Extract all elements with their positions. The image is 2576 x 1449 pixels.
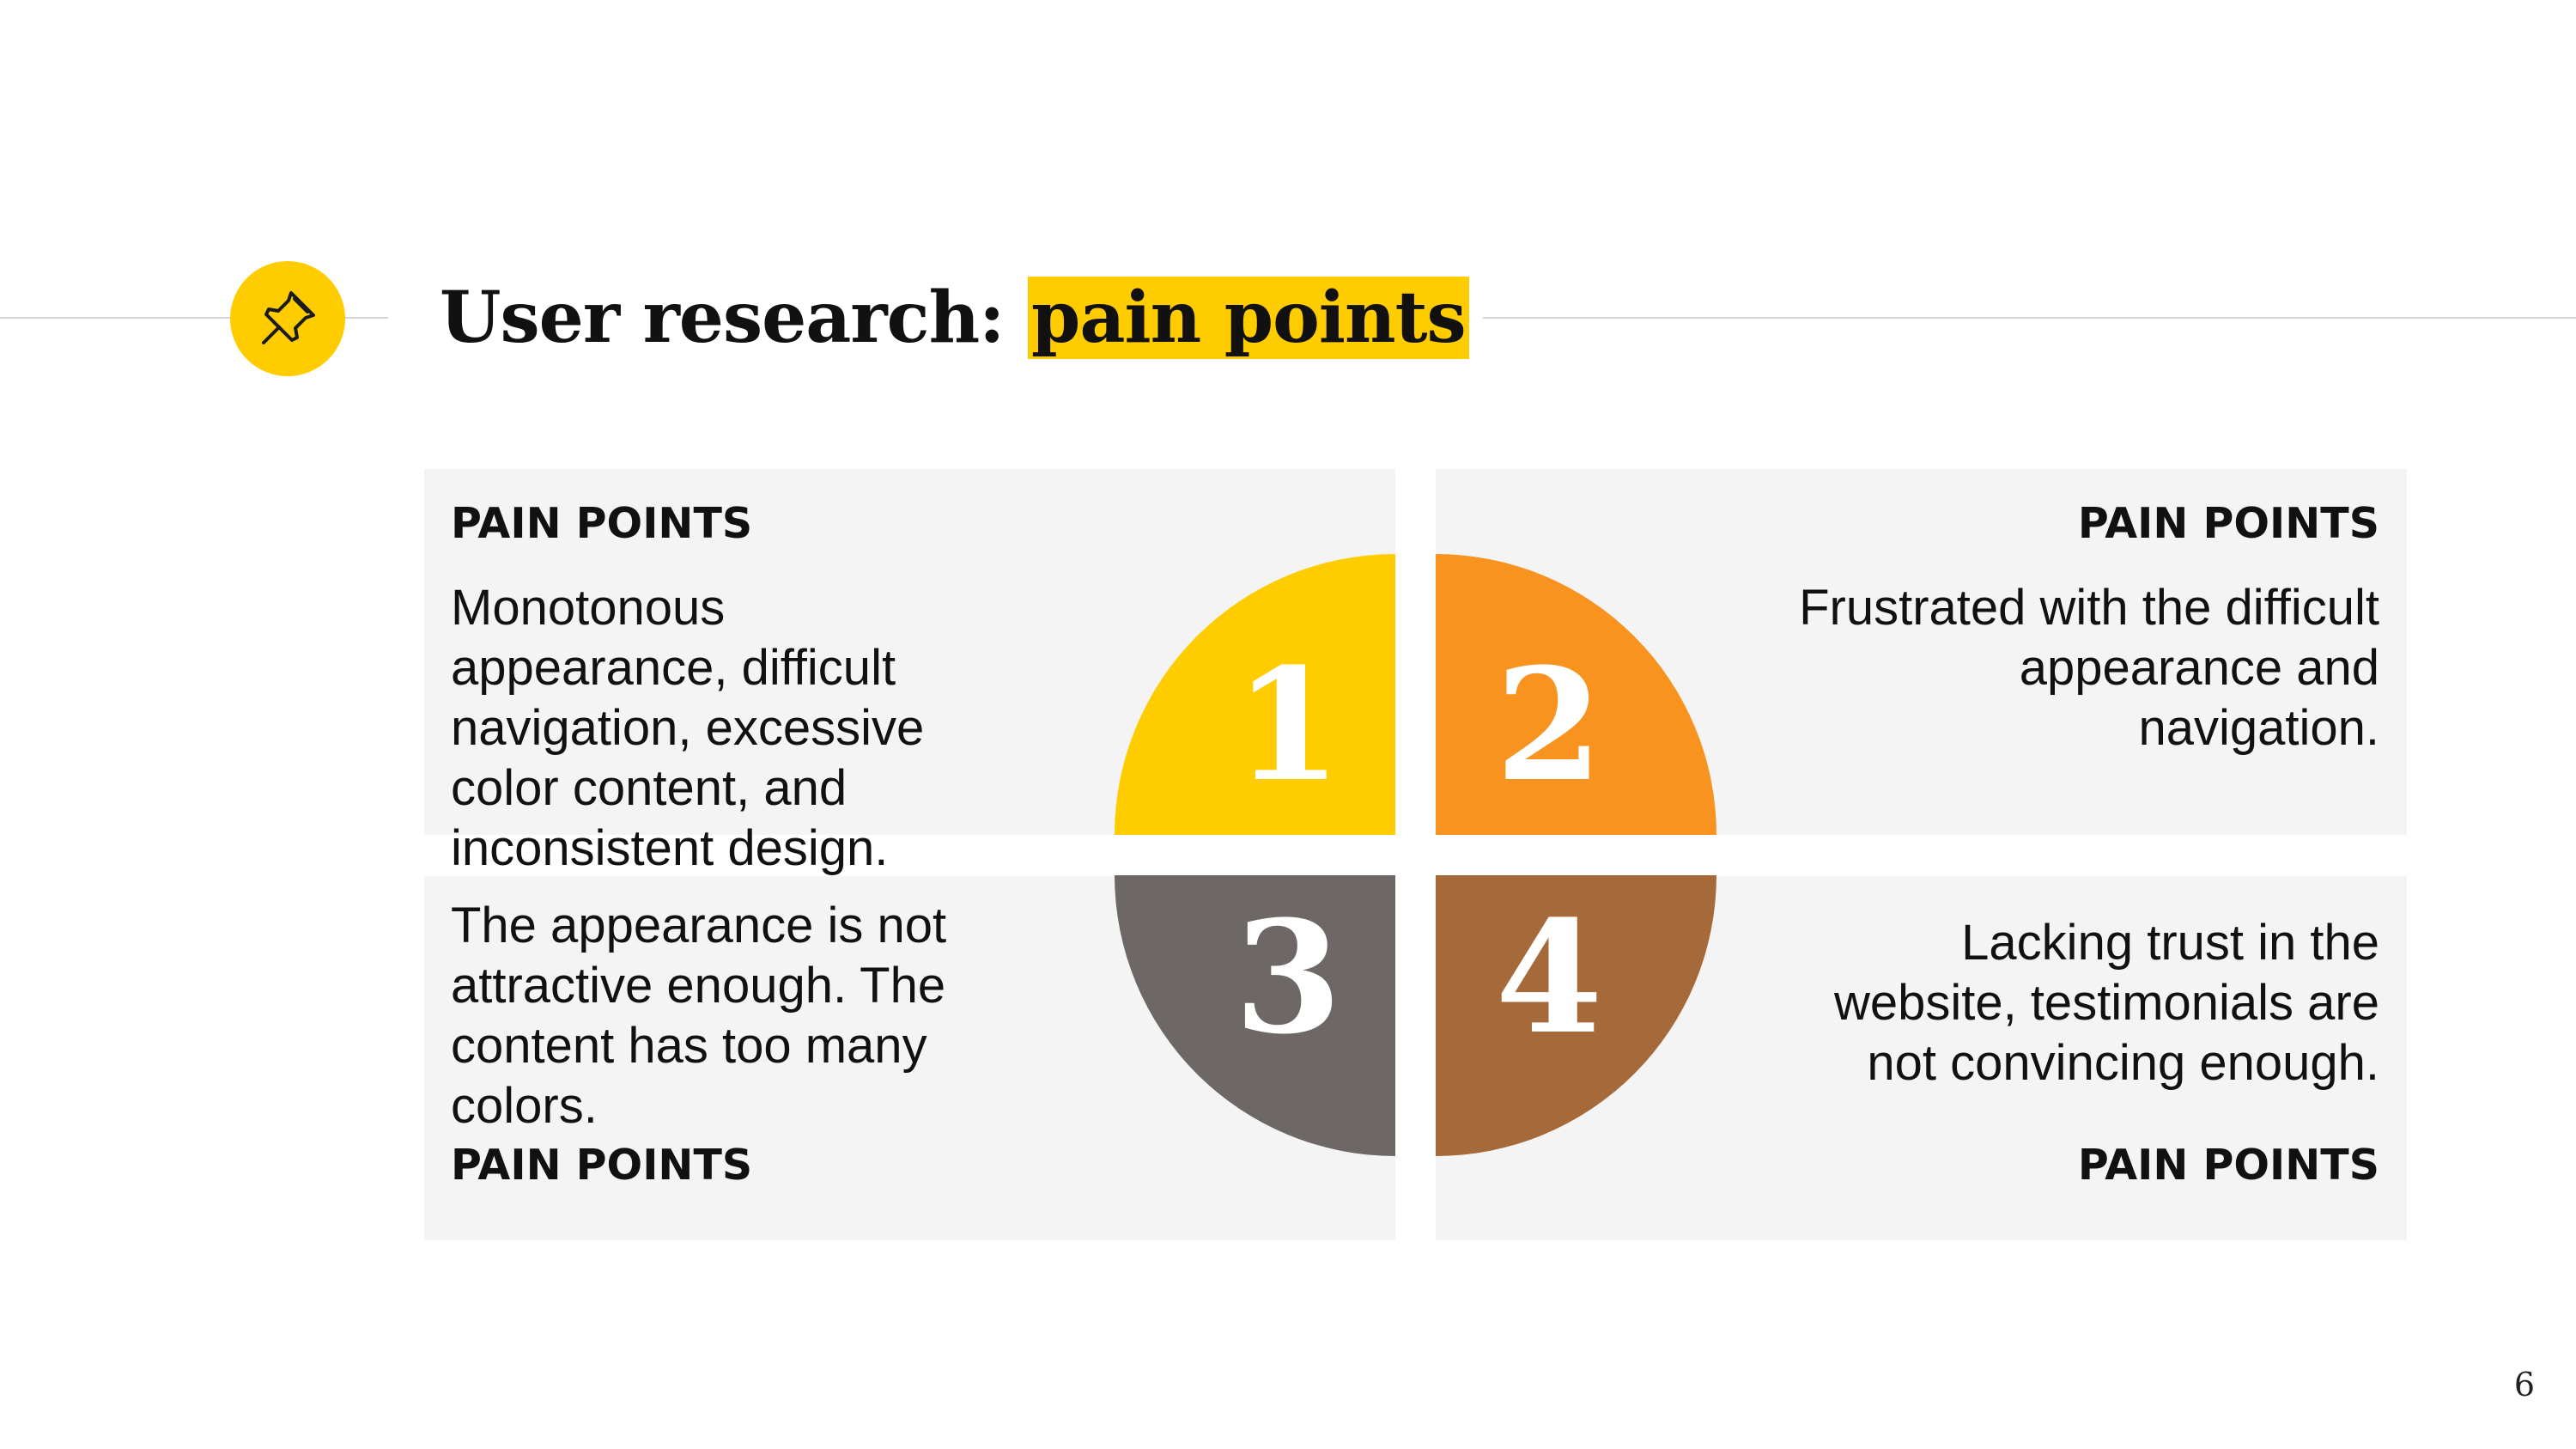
quadrant-circle: 1 2 3 4 bbox=[1115, 554, 1716, 1156]
pin-badge bbox=[230, 261, 345, 376]
quadrant-3-segment bbox=[1115, 875, 1395, 1156]
quadrant-4-text: Lacking trust in the website, testimonia… bbox=[1833, 915, 2379, 1091]
quadrant-1-number: 1 bbox=[1234, 635, 1341, 816]
quadrant-4-number: 4 bbox=[1495, 887, 1602, 1068]
quadrant-3-label: PAIN POINTS bbox=[451, 1141, 753, 1190]
page-title: User research: pain points bbox=[440, 266, 1469, 369]
title-highlight: pain points bbox=[1028, 277, 1469, 359]
quadrant-1-segment bbox=[1115, 554, 1395, 835]
quadrant-4-segment bbox=[1436, 875, 1716, 1156]
page-number: 6 bbox=[2513, 1366, 2535, 1403]
quadrant-2-segment bbox=[1436, 554, 1716, 835]
quadrant-2-label: PAIN POINTS bbox=[2077, 499, 2379, 548]
header-rule-left bbox=[0, 317, 388, 319]
quadrant-2-number: 2 bbox=[1495, 635, 1602, 816]
pushpin-icon bbox=[262, 291, 315, 344]
quadrant-1-text: Monotonous appearance, difficult navigat… bbox=[451, 580, 925, 876]
title-prefix: User research: bbox=[440, 277, 1029, 359]
quadrant-1-label: PAIN POINTS bbox=[451, 499, 753, 548]
header-rule-right bbox=[1483, 317, 2576, 319]
quadrant-3-text: The appearance is not attractive enough.… bbox=[451, 898, 947, 1134]
quadrant-2-text: Frustrated with the difficult appearance… bbox=[1799, 580, 2379, 756]
quadrant-3-number: 3 bbox=[1234, 887, 1341, 1068]
quadrant-4-label: PAIN POINTS bbox=[2077, 1141, 2379, 1190]
